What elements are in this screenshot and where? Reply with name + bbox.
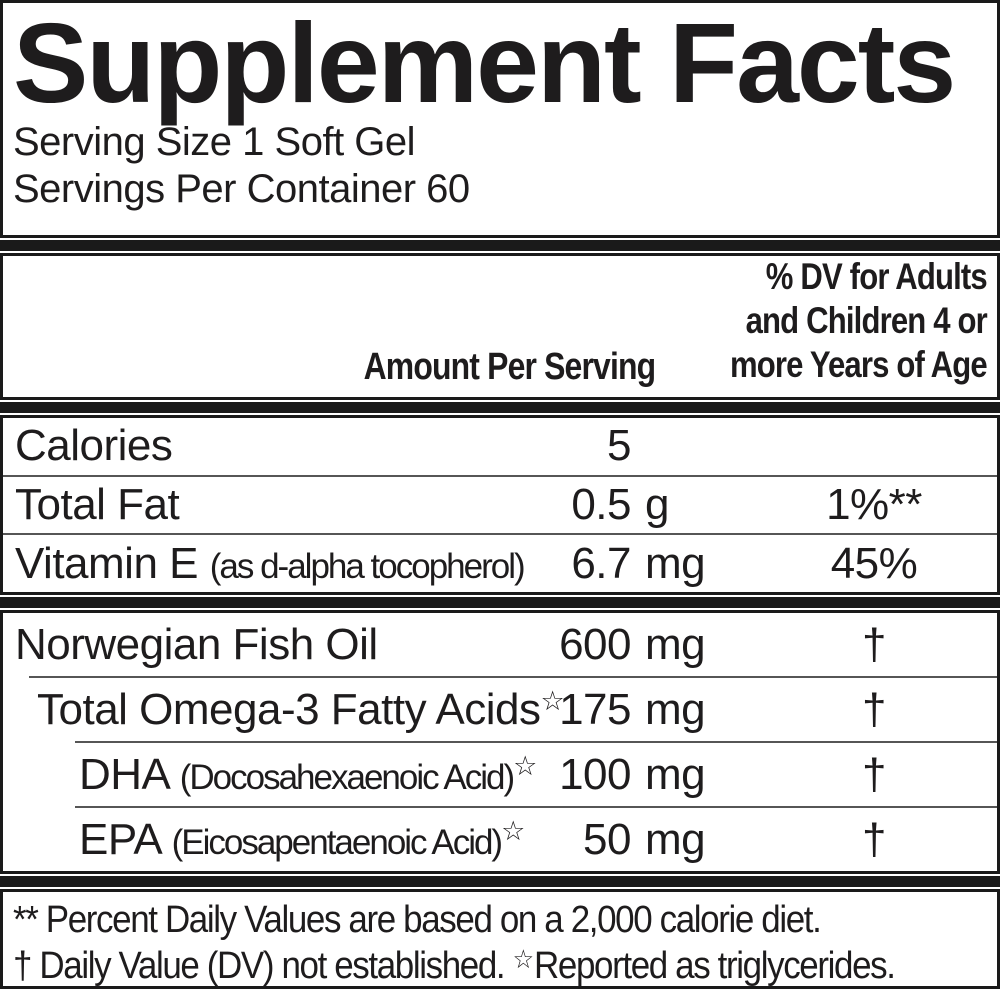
thick-divider-bar — [0, 597, 1000, 608]
ingredient-amount: 175 — [559, 684, 631, 734]
ingredient-unit: mg — [645, 749, 706, 799]
row-divider — [29, 676, 997, 678]
ingredient-amount: 600 — [559, 619, 631, 669]
nutrient-dv: 1%** — [826, 480, 922, 529]
nutrient-name: Vitamin E (as d-alpha tocopherol) — [15, 538, 526, 588]
table-row-calories: Calories 5 — [3, 418, 997, 475]
ingredient-unit: mg — [645, 684, 706, 734]
nutrient-dv: 45% — [830, 538, 918, 588]
ingredients-section: Norwegian Fish Oil 600 mg † Total Omega-… — [0, 610, 1000, 874]
table-row-vitamin-e: Vitamin E (as d-alpha tocopherol) 6.7 mg… — [3, 535, 997, 592]
intro-section: Supplement Facts Serving Size 1 Soft Gel… — [0, 0, 1000, 238]
dagger-mark: † — [862, 749, 886, 799]
row-divider — [3, 474, 997, 477]
dagger-mark: † — [862, 814, 886, 864]
table-row-epa: EPA (Eicosapentaenoic Acid)☆ 50 mg † — [3, 808, 997, 871]
ingredient-note: (Eicosapentaenoic Acid) — [171, 822, 503, 862]
dv-header-line-2: and Children 4 or — [745, 300, 988, 341]
star-mark: ☆ — [501, 815, 526, 846]
amount-per-serving-header: Amount Per Serving — [363, 346, 656, 388]
label-title: Supplement Facts — [13, 0, 956, 126]
footnotes-section: ** Percent Daily Values are based on a 2… — [0, 889, 1000, 989]
nutrient-name: Calories — [15, 421, 173, 471]
row-divider — [75, 806, 997, 808]
nutrient-note: (as d-alpha tocopherol) — [209, 546, 526, 586]
column-header-section: Amount Per Serving % DV for Adults and C… — [0, 253, 1000, 400]
dagger-mark: † — [862, 619, 886, 669]
thick-divider-bar — [0, 402, 1000, 413]
nutrient-name: Total Fat — [15, 480, 180, 529]
dv-header-line-3: more Years of Age — [730, 344, 988, 385]
row-divider — [75, 741, 997, 743]
dv-header-line-1: % DV for Adults — [765, 256, 988, 297]
ingredient-note: (Docosahexaenoic Acid) — [179, 757, 515, 797]
nutrient-amount: 5 — [607, 421, 631, 471]
row-divider — [3, 533, 997, 536]
ingredient-name: DHA (Docosahexaenoic Acid)☆ — [79, 749, 538, 799]
star-mark: ☆ — [513, 750, 538, 781]
thick-divider-bar — [0, 876, 1000, 887]
table-row-total-fat: Total Fat 0.5 g 1%** — [3, 477, 997, 534]
servings-per-container: Servings Per Container 60 — [13, 167, 470, 211]
footnote-daily-values: ** Percent Daily Values are based on a 2… — [13, 899, 822, 941]
dagger-mark: † — [862, 684, 886, 734]
star-mark: ☆ — [512, 944, 535, 974]
nutrients-section: Calories 5 Total Fat 0.5 g 1%** Vitamin … — [0, 415, 1000, 595]
ingredient-unit: mg — [645, 814, 706, 864]
table-row-dha: DHA (Docosahexaenoic Acid)☆ 100 mg † — [3, 743, 997, 806]
nutrient-unit: g — [645, 480, 669, 529]
star-mark: ☆ — [540, 685, 565, 716]
nutrient-amount: 6.7 — [571, 538, 631, 588]
ingredient-name: Total Omega-3 Fatty Acids☆ — [37, 684, 565, 734]
serving-size: Serving Size 1 Soft Gel — [13, 120, 416, 164]
thick-divider-bar — [0, 240, 1000, 251]
daily-value-header: % DV for Adults and Children 4 or more Y… — [730, 256, 988, 387]
nutrient-amount: 0.5 — [571, 480, 631, 529]
table-row-fish-oil: Norwegian Fish Oil 600 mg † — [3, 613, 997, 676]
nutrient-unit: mg — [645, 538, 706, 588]
table-row-omega-3: Total Omega-3 Fatty Acids☆ 175 mg † — [3, 678, 997, 741]
ingredient-amount: 50 — [583, 814, 631, 864]
footnote-dv-not-established: † Daily Value (DV) not established. ☆Rep… — [13, 944, 896, 987]
ingredient-name: EPA (Eicosapentaenoic Acid)☆ — [79, 814, 526, 864]
ingredient-amount: 100 — [559, 749, 631, 799]
ingredient-name: Norwegian Fish Oil — [15, 619, 378, 669]
ingredient-unit: mg — [645, 619, 706, 669]
